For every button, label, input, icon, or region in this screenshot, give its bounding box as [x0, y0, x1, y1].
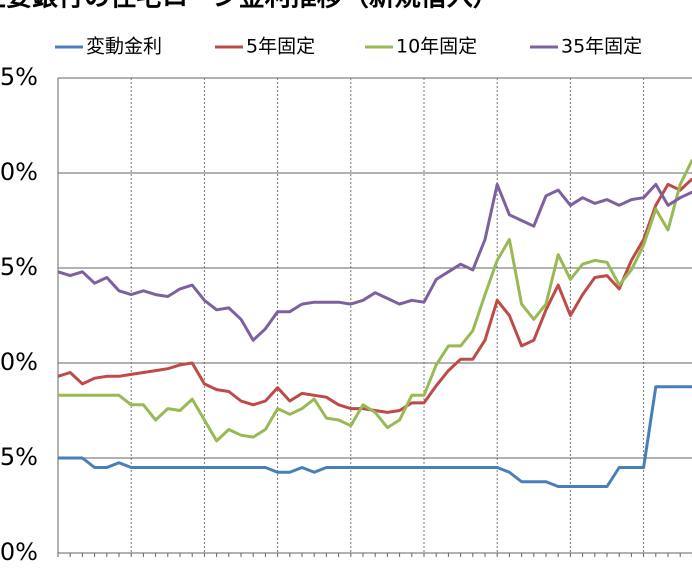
legend-label: 5年固定: [246, 36, 315, 58]
y-tick-label: 3.0%: [0, 348, 38, 376]
legend-label: 10年固定: [396, 36, 477, 58]
chart-title: 主要銀行の住宅ローン金利推移（新規借入）: [0, 0, 499, 13]
series-line: [57, 182, 692, 342]
series-line: [57, 177, 692, 414]
legend-label: 変動金利: [86, 36, 162, 58]
y-tick-label: 2.5%: [0, 443, 38, 471]
legend-label: 35年固定: [561, 36, 642, 58]
series-line: [58, 159, 692, 443]
y-tick-label: 4.5%: [0, 63, 38, 91]
y-tick-label: 2.0%: [0, 538, 38, 566]
series-line: [58, 385, 692, 488]
y-tick-label: 4.0%: [0, 158, 38, 186]
y-tick-label: 3.5%: [0, 253, 38, 281]
